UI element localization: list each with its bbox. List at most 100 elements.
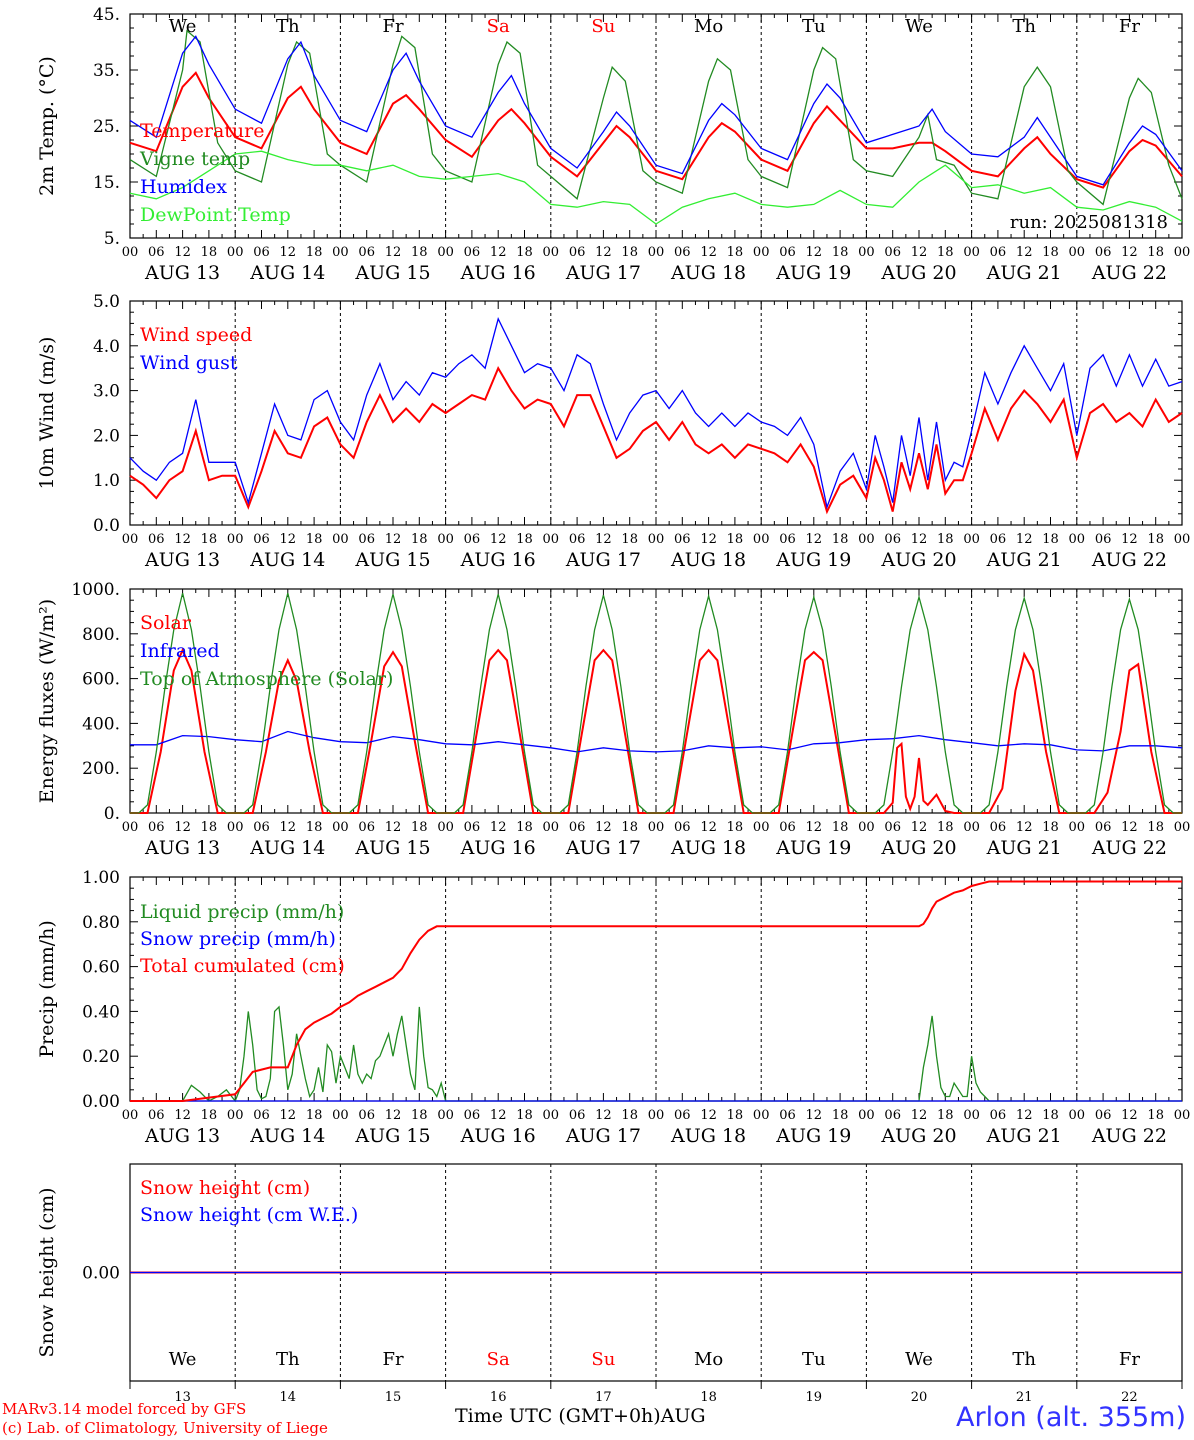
y-tick-label: 1000. xyxy=(71,580,120,600)
hour-tick-label: 06 xyxy=(779,532,796,547)
hour-tick-label: 12 xyxy=(174,245,191,260)
hour-tick-label: 12 xyxy=(1121,245,1138,260)
weekday-label: Th xyxy=(276,16,300,37)
hour-tick-label: 00 xyxy=(963,1108,980,1123)
hour-tick-label: 00 xyxy=(753,1108,770,1123)
hour-tick-label: 00 xyxy=(963,245,980,260)
plot-frame xyxy=(129,588,1183,814)
series-line-blue xyxy=(130,730,1183,753)
weekday-label: Th xyxy=(276,1349,300,1370)
weekday-label: Sa xyxy=(487,1349,510,1370)
hour-tick-label: 06 xyxy=(779,820,796,835)
hour-tick-label: 12 xyxy=(595,1108,612,1123)
y-tick-label: 0.20 xyxy=(82,1047,120,1067)
hour-tick-label: 18 xyxy=(937,820,954,835)
hour-tick-label: 00 xyxy=(543,245,560,260)
y-tick-label: 800. xyxy=(82,625,120,645)
day-label: AUG 16 xyxy=(460,262,536,284)
series-line-lightgreen xyxy=(129,150,1183,225)
hour-tick-label: 12 xyxy=(911,245,928,260)
hour-tick-label: 18 xyxy=(1147,1108,1164,1123)
day-label: AUG 20 xyxy=(880,262,956,284)
day-label: AUG 22 xyxy=(1091,549,1167,571)
day-label: AUG 20 xyxy=(880,549,956,571)
day-label: AUG 19 xyxy=(775,837,851,859)
hour-tick-label: 18 xyxy=(937,1108,954,1123)
hour-tick-label: 18 xyxy=(201,532,218,547)
hour-tick-label: 00 xyxy=(963,532,980,547)
hour-tick-label: 00 xyxy=(122,1108,139,1123)
chart-panel-1: 00 06 12 18 00 06 12 18 00 06 12 18 00 06 12 18 00 06 12 18… xyxy=(36,292,1190,571)
day-label: AUG 20 xyxy=(880,837,956,859)
hour-tick-label: 06 xyxy=(779,245,796,260)
hour-tick-label: 18 xyxy=(201,820,218,835)
y-tick-label: 0.40 xyxy=(82,1002,120,1022)
hour-tick-label: 18 xyxy=(306,1108,323,1123)
day-label: AUG 14 xyxy=(249,1125,325,1147)
weekday-label: Mo xyxy=(694,1349,723,1370)
day-label: AUG 16 xyxy=(460,837,536,859)
y-tick-label: 25. xyxy=(93,117,120,137)
hour-tick-label: 00 xyxy=(332,245,349,260)
series-line-red xyxy=(129,71,1183,189)
hour-tick-label: 18 xyxy=(411,820,428,835)
hour-tick-label: 18 xyxy=(1147,820,1164,835)
hour-tick-label: 00 xyxy=(1174,245,1191,260)
hour-tick-label: 06 xyxy=(148,245,165,260)
y-tick-label: 15. xyxy=(93,173,120,193)
hour-tick-label: 06 xyxy=(779,1108,796,1123)
hour-tick-label: 06 xyxy=(674,820,691,835)
day-label: AUG 17 xyxy=(565,549,641,571)
hour-tick-label: 00 xyxy=(858,820,875,835)
hour-tick-label: 06 xyxy=(674,1108,691,1123)
y-axis-title: Energy fluxes (W/m²) xyxy=(36,599,58,803)
y-axis-title: 2m Temp. (°C) xyxy=(36,56,58,196)
day-number-label: 16 xyxy=(490,1390,507,1405)
hour-tick-label: 06 xyxy=(253,820,270,835)
day-label: AUG 13 xyxy=(144,837,220,859)
chart-panel-0: 00 06 12 18 00 06 12 18 00 06 12 18 00 06 12 18 00 06 12 18… xyxy=(36,5,1190,284)
day-label: AUG 13 xyxy=(144,1125,220,1147)
hour-tick-label: 18 xyxy=(1147,532,1164,547)
hour-tick-label: 18 xyxy=(1042,1108,1059,1123)
day-number-label: 17 xyxy=(595,1390,612,1405)
day-label: AUG 18 xyxy=(670,837,746,859)
hour-tick-label: 18 xyxy=(832,1108,849,1123)
hour-tick-label: 06 xyxy=(148,532,165,547)
hour-tick-label: 00 xyxy=(1174,532,1191,547)
hour-tick-label: 12 xyxy=(490,245,507,260)
hour-tick-label: 06 xyxy=(148,1108,165,1123)
station-name: Arlon (alt. 355m) xyxy=(956,1402,1186,1433)
hour-tick-label: 18 xyxy=(411,245,428,260)
day-label: AUG 15 xyxy=(354,837,430,859)
day-number-label: 18 xyxy=(700,1390,717,1405)
chart-panel-4: We 13 Th 14 Fr 15 Sa 16 Su 17 Mo 18 Tu 19 We 20 Th 21 Fr 22… xyxy=(36,1163,1183,1405)
legend-entry: Humidex xyxy=(140,176,227,198)
hour-tick-label: 00 xyxy=(648,820,665,835)
hour-tick-label: 06 xyxy=(253,532,270,547)
day-label: AUG 18 xyxy=(670,549,746,571)
y-tick-label: 35. xyxy=(93,61,120,81)
hour-tick-label: 12 xyxy=(911,532,928,547)
hour-tick-label: 12 xyxy=(385,532,402,547)
day-label: AUG 14 xyxy=(249,262,325,284)
hour-tick-label: 06 xyxy=(253,245,270,260)
legend-entry: Wind gust xyxy=(140,352,238,374)
copyright-credit: (c) Lab. of Climatology, University of L… xyxy=(2,1419,328,1437)
plot-frame xyxy=(129,300,1183,526)
day-number-label: 15 xyxy=(385,1390,402,1405)
legend-entry: Infrared xyxy=(140,640,220,662)
hour-tick-label: 06 xyxy=(1095,820,1112,835)
weekday-label: Su xyxy=(591,16,615,37)
hour-tick-label: 12 xyxy=(911,1108,928,1123)
day-number-label: 22 xyxy=(1121,1390,1138,1405)
hour-tick-label: 18 xyxy=(937,532,954,547)
hour-tick-label: 12 xyxy=(806,820,823,835)
hour-tick-label: 18 xyxy=(727,820,744,835)
hour-tick-label: 12 xyxy=(700,820,717,835)
hour-tick-label: 00 xyxy=(648,245,665,260)
hour-tick-label: 00 xyxy=(1069,245,1086,260)
hour-tick-label: 00 xyxy=(858,1108,875,1123)
day-label: AUG 16 xyxy=(460,549,536,571)
hour-tick-label: 18 xyxy=(1042,532,1059,547)
